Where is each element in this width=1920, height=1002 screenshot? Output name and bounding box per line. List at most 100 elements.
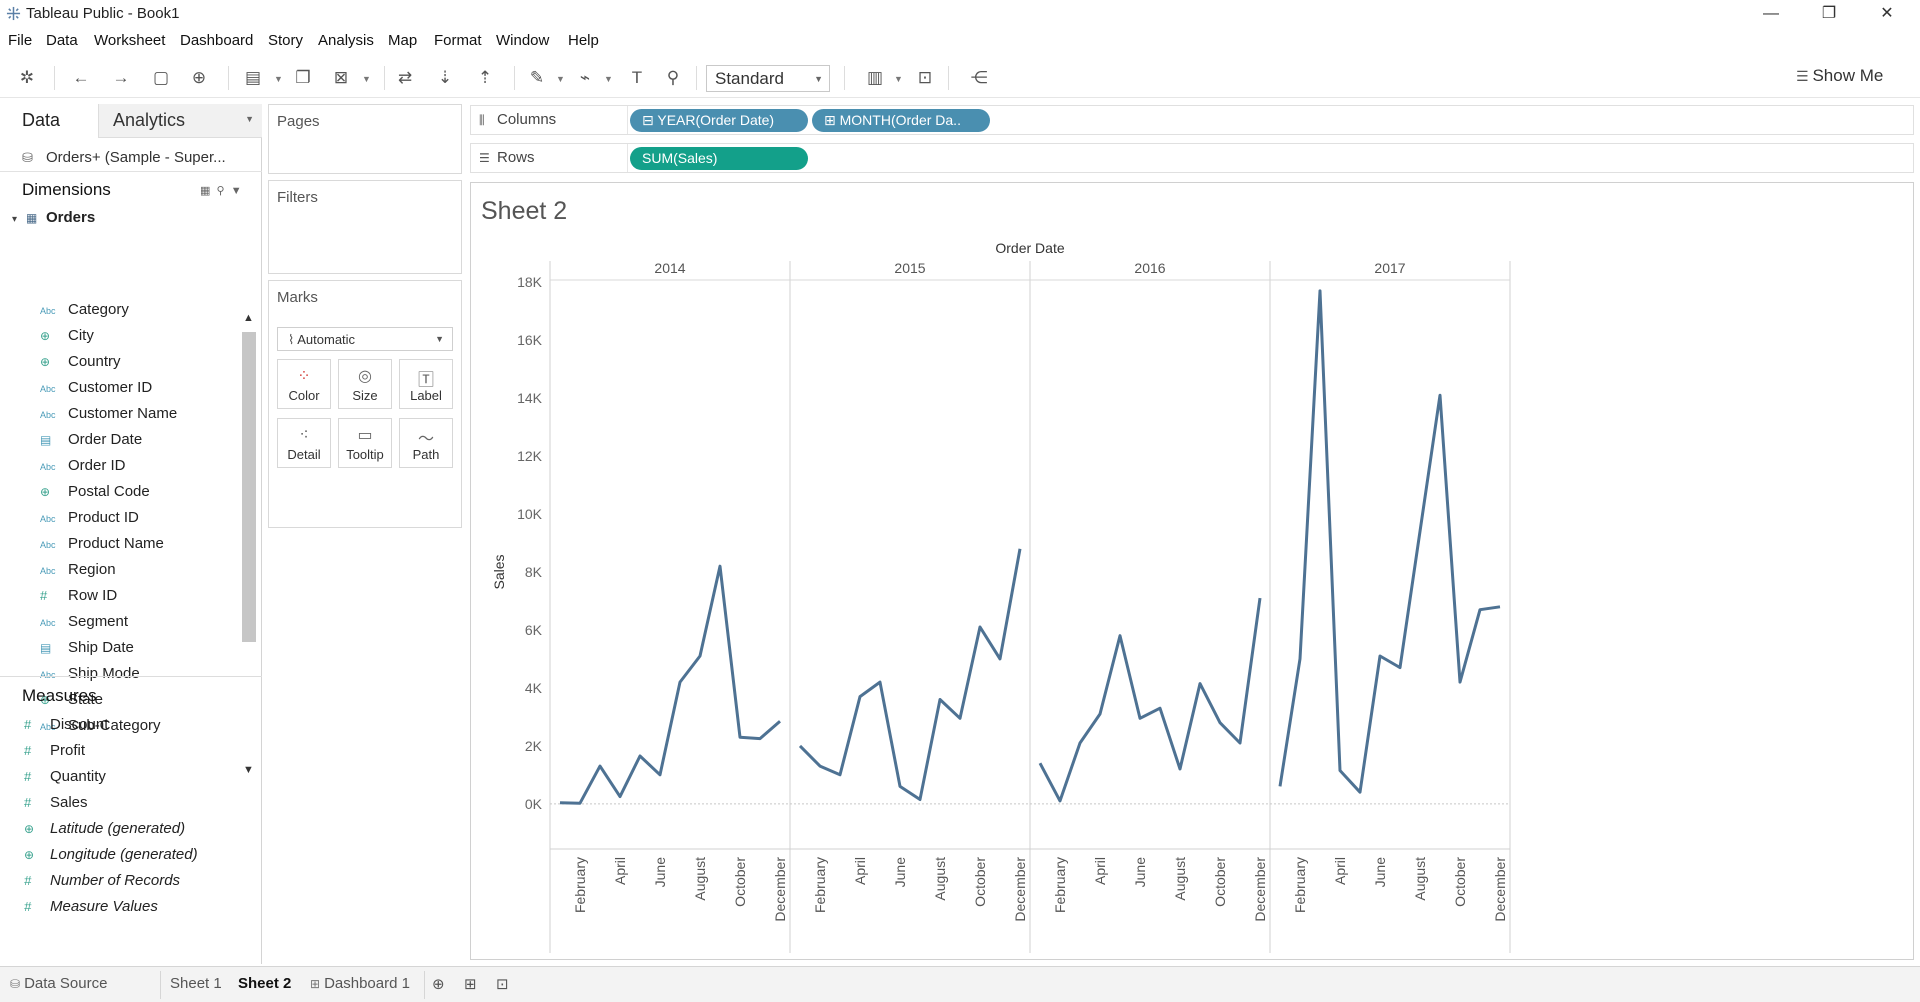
- dimension-field[interactable]: ⊕ City: [40, 327, 94, 349]
- chevron-down-icon[interactable]: ▼: [604, 74, 613, 84]
- presentation-mode-icon[interactable]: ⊡: [917, 68, 933, 87]
- detail-mark-button[interactable]: ⁖ Detail: [277, 418, 331, 468]
- dimension-field[interactable]: Abc Sub-Category: [40, 717, 161, 739]
- highlight-icon[interactable]: ✎: [529, 68, 545, 87]
- chevron-down-icon[interactable]: ▼: [362, 74, 371, 84]
- new-worksheet-icon[interactable]: ▤: [244, 68, 262, 87]
- label-mark-button[interactable]: 🅃 Label: [399, 359, 453, 409]
- group-members-icon[interactable]: ⌁: [579, 68, 591, 87]
- menu-analysis[interactable]: Analysis: [318, 32, 374, 49]
- dimension-field[interactable]: ▤ Ship Date: [40, 639, 134, 661]
- columns-drop-area[interactable]: ⊟ YEAR(Order Date) ⊞ MONTH(Order Da..: [627, 106, 1914, 134]
- dimension-field[interactable]: Abc Customer ID: [40, 379, 152, 401]
- dimension-field[interactable]: Abc Customer Name: [40, 405, 177, 427]
- add-datasource-icon[interactable]: ⊕: [191, 68, 207, 87]
- measure-field[interactable]: ⊕ Longitude (generated): [24, 846, 198, 868]
- menu-dashboard[interactable]: Dashboard: [180, 32, 254, 49]
- dimension-field[interactable]: ⊕ State: [40, 691, 103, 713]
- size-mark-button[interactable]: ◎ Size: [338, 359, 392, 409]
- orders-table-node[interactable]: ▾ ▦ Orders: [12, 209, 95, 226]
- filters-card[interactable]: Filters: [268, 180, 462, 274]
- minimize-button[interactable]: —: [1763, 5, 1779, 22]
- sheet-title[interactable]: Sheet 2: [481, 197, 568, 225]
- dimension-field[interactable]: Abc Region: [40, 561, 116, 583]
- sort-descending-icon[interactable]: ⇡: [477, 68, 493, 87]
- share-icon[interactable]: ⋲: [970, 68, 988, 87]
- measure-field[interactable]: # Discount: [24, 716, 108, 738]
- measure-field[interactable]: # Number of Records: [24, 872, 180, 894]
- color-mark-button[interactable]: ⁘ Color: [277, 359, 331, 409]
- menu-data[interactable]: Data: [46, 32, 78, 49]
- path-mark-button[interactable]: 〜 Path: [399, 418, 453, 468]
- measure-field[interactable]: # Profit: [24, 742, 85, 764]
- measure-field[interactable]: ⊕ Latitude (generated): [24, 820, 185, 842]
- chevron-down-icon[interactable]: ▼: [230, 185, 242, 197]
- menu-worksheet[interactable]: Worksheet: [94, 32, 166, 49]
- dimension-field[interactable]: Abc Product ID: [40, 509, 139, 531]
- dimension-field[interactable]: Abc Ship Mode: [40, 665, 140, 687]
- new-story-tab-icon[interactable]: ⊡: [496, 976, 509, 993]
- show-cards-icon[interactable]: ▥: [866, 68, 884, 87]
- year-order-date-pill[interactable]: ⊟ YEAR(Order Date): [630, 109, 808, 132]
- new-worksheet-tab-icon[interactable]: ⊕: [432, 976, 445, 993]
- close-button[interactable]: ✕: [1880, 5, 1894, 22]
- chevron-down-icon[interactable]: ▼: [274, 74, 283, 84]
- new-dashboard-tab-icon[interactable]: ⊞: [464, 976, 477, 993]
- swap-rows-columns-icon[interactable]: ⇄: [397, 68, 413, 87]
- scroll-down-icon[interactable]: ▼: [243, 764, 254, 776]
- redo-icon[interactable]: →: [112, 68, 130, 87]
- menu-file[interactable]: File: [8, 32, 33, 49]
- tab-sheet-2[interactable]: Sheet 2: [238, 975, 292, 992]
- mark-type-select[interactable]: ⌇ Automatic ▼: [277, 327, 453, 351]
- fix-axes-icon[interactable]: ⚲: [666, 68, 680, 87]
- chevron-down-icon[interactable]: ▼: [556, 74, 565, 84]
- tableau-home-icon[interactable]: ✲: [19, 68, 35, 87]
- tooltip-mark-button[interactable]: ▭ Tooltip: [338, 418, 392, 468]
- menu-window[interactable]: Window: [496, 32, 550, 49]
- data-source-tab[interactable]: ⛁ Data Source: [10, 975, 107, 992]
- collapse-icon[interactable]: ▾: [12, 214, 18, 225]
- datasource-item[interactable]: ⛁ Orders+ (Sample - Super...: [0, 142, 262, 172]
- scrollbar-thumb[interactable]: [242, 332, 256, 642]
- menu-format[interactable]: Format: [434, 32, 482, 49]
- tab-dashboard-1[interactable]: ⊞ Dashboard 1: [310, 975, 410, 992]
- search-icon[interactable]: ⚲: [216, 185, 225, 197]
- measure-field[interactable]: # Sales: [24, 794, 88, 816]
- dimension-field[interactable]: Abc Order ID: [40, 457, 126, 479]
- menu-help[interactable]: Help: [568, 32, 599, 49]
- show-mark-labels-icon[interactable]: T: [631, 68, 643, 87]
- sum-sales-pill[interactable]: SUM(Sales): [630, 147, 808, 170]
- month-order-date-pill[interactable]: ⊞ MONTH(Order Da..: [812, 109, 990, 132]
- columns-shelf[interactable]: ⫼ Columns ⊟ YEAR(Order Date) ⊞ MONTH(Orde…: [470, 105, 1914, 135]
- tab-data[interactable]: Data: [0, 104, 98, 138]
- clear-sheet-icon[interactable]: ⊠: [333, 68, 349, 87]
- tab-sheet-1[interactable]: Sheet 1: [170, 975, 222, 992]
- show-me-button[interactable]: ☰ Show Me: [1796, 66, 1883, 86]
- dimensions-scrollbar[interactable]: ▲ ▼: [240, 312, 258, 782]
- duplicate-sheet-icon[interactable]: ❐: [295, 68, 311, 87]
- scroll-up-icon[interactable]: ▲: [243, 312, 254, 324]
- undo-icon[interactable]: ←: [72, 68, 90, 87]
- dimension-field[interactable]: Abc Product Name: [40, 535, 164, 557]
- dimension-field[interactable]: Abc Segment: [40, 613, 128, 635]
- measure-field[interactable]: # Measure Values: [24, 898, 158, 920]
- dimension-field[interactable]: ▤ Order Date: [40, 431, 142, 453]
- view-toggle-icon[interactable]: ▦: [200, 185, 211, 197]
- save-icon[interactable]: ▢: [152, 68, 170, 87]
- rows-shelf[interactable]: ☰ Rows SUM(Sales): [470, 143, 1914, 173]
- sort-ascending-icon[interactable]: ⇣: [437, 68, 453, 87]
- dimension-field[interactable]: Abc Category: [40, 301, 129, 323]
- dimension-field[interactable]: ⊕ Postal Code: [40, 483, 150, 505]
- fit-select[interactable]: Standard ▼: [706, 65, 830, 92]
- restore-button[interactable]: ❐: [1821, 5, 1837, 22]
- menu-map[interactable]: Map: [388, 32, 418, 49]
- rows-drop-area[interactable]: SUM(Sales): [627, 144, 1914, 172]
- measure-field[interactable]: # Quantity: [24, 768, 106, 790]
- pages-card[interactable]: Pages: [268, 104, 462, 174]
- menu-story[interactable]: Story: [268, 32, 304, 49]
- chevron-down-icon[interactable]: ▼: [245, 114, 254, 124]
- dimension-field[interactable]: # Row ID: [40, 587, 117, 609]
- tab-analytics[interactable]: Analytics ▼: [98, 104, 262, 138]
- dimension-field[interactable]: ⊕ Country: [40, 353, 121, 375]
- chevron-down-icon[interactable]: ▼: [894, 74, 903, 84]
